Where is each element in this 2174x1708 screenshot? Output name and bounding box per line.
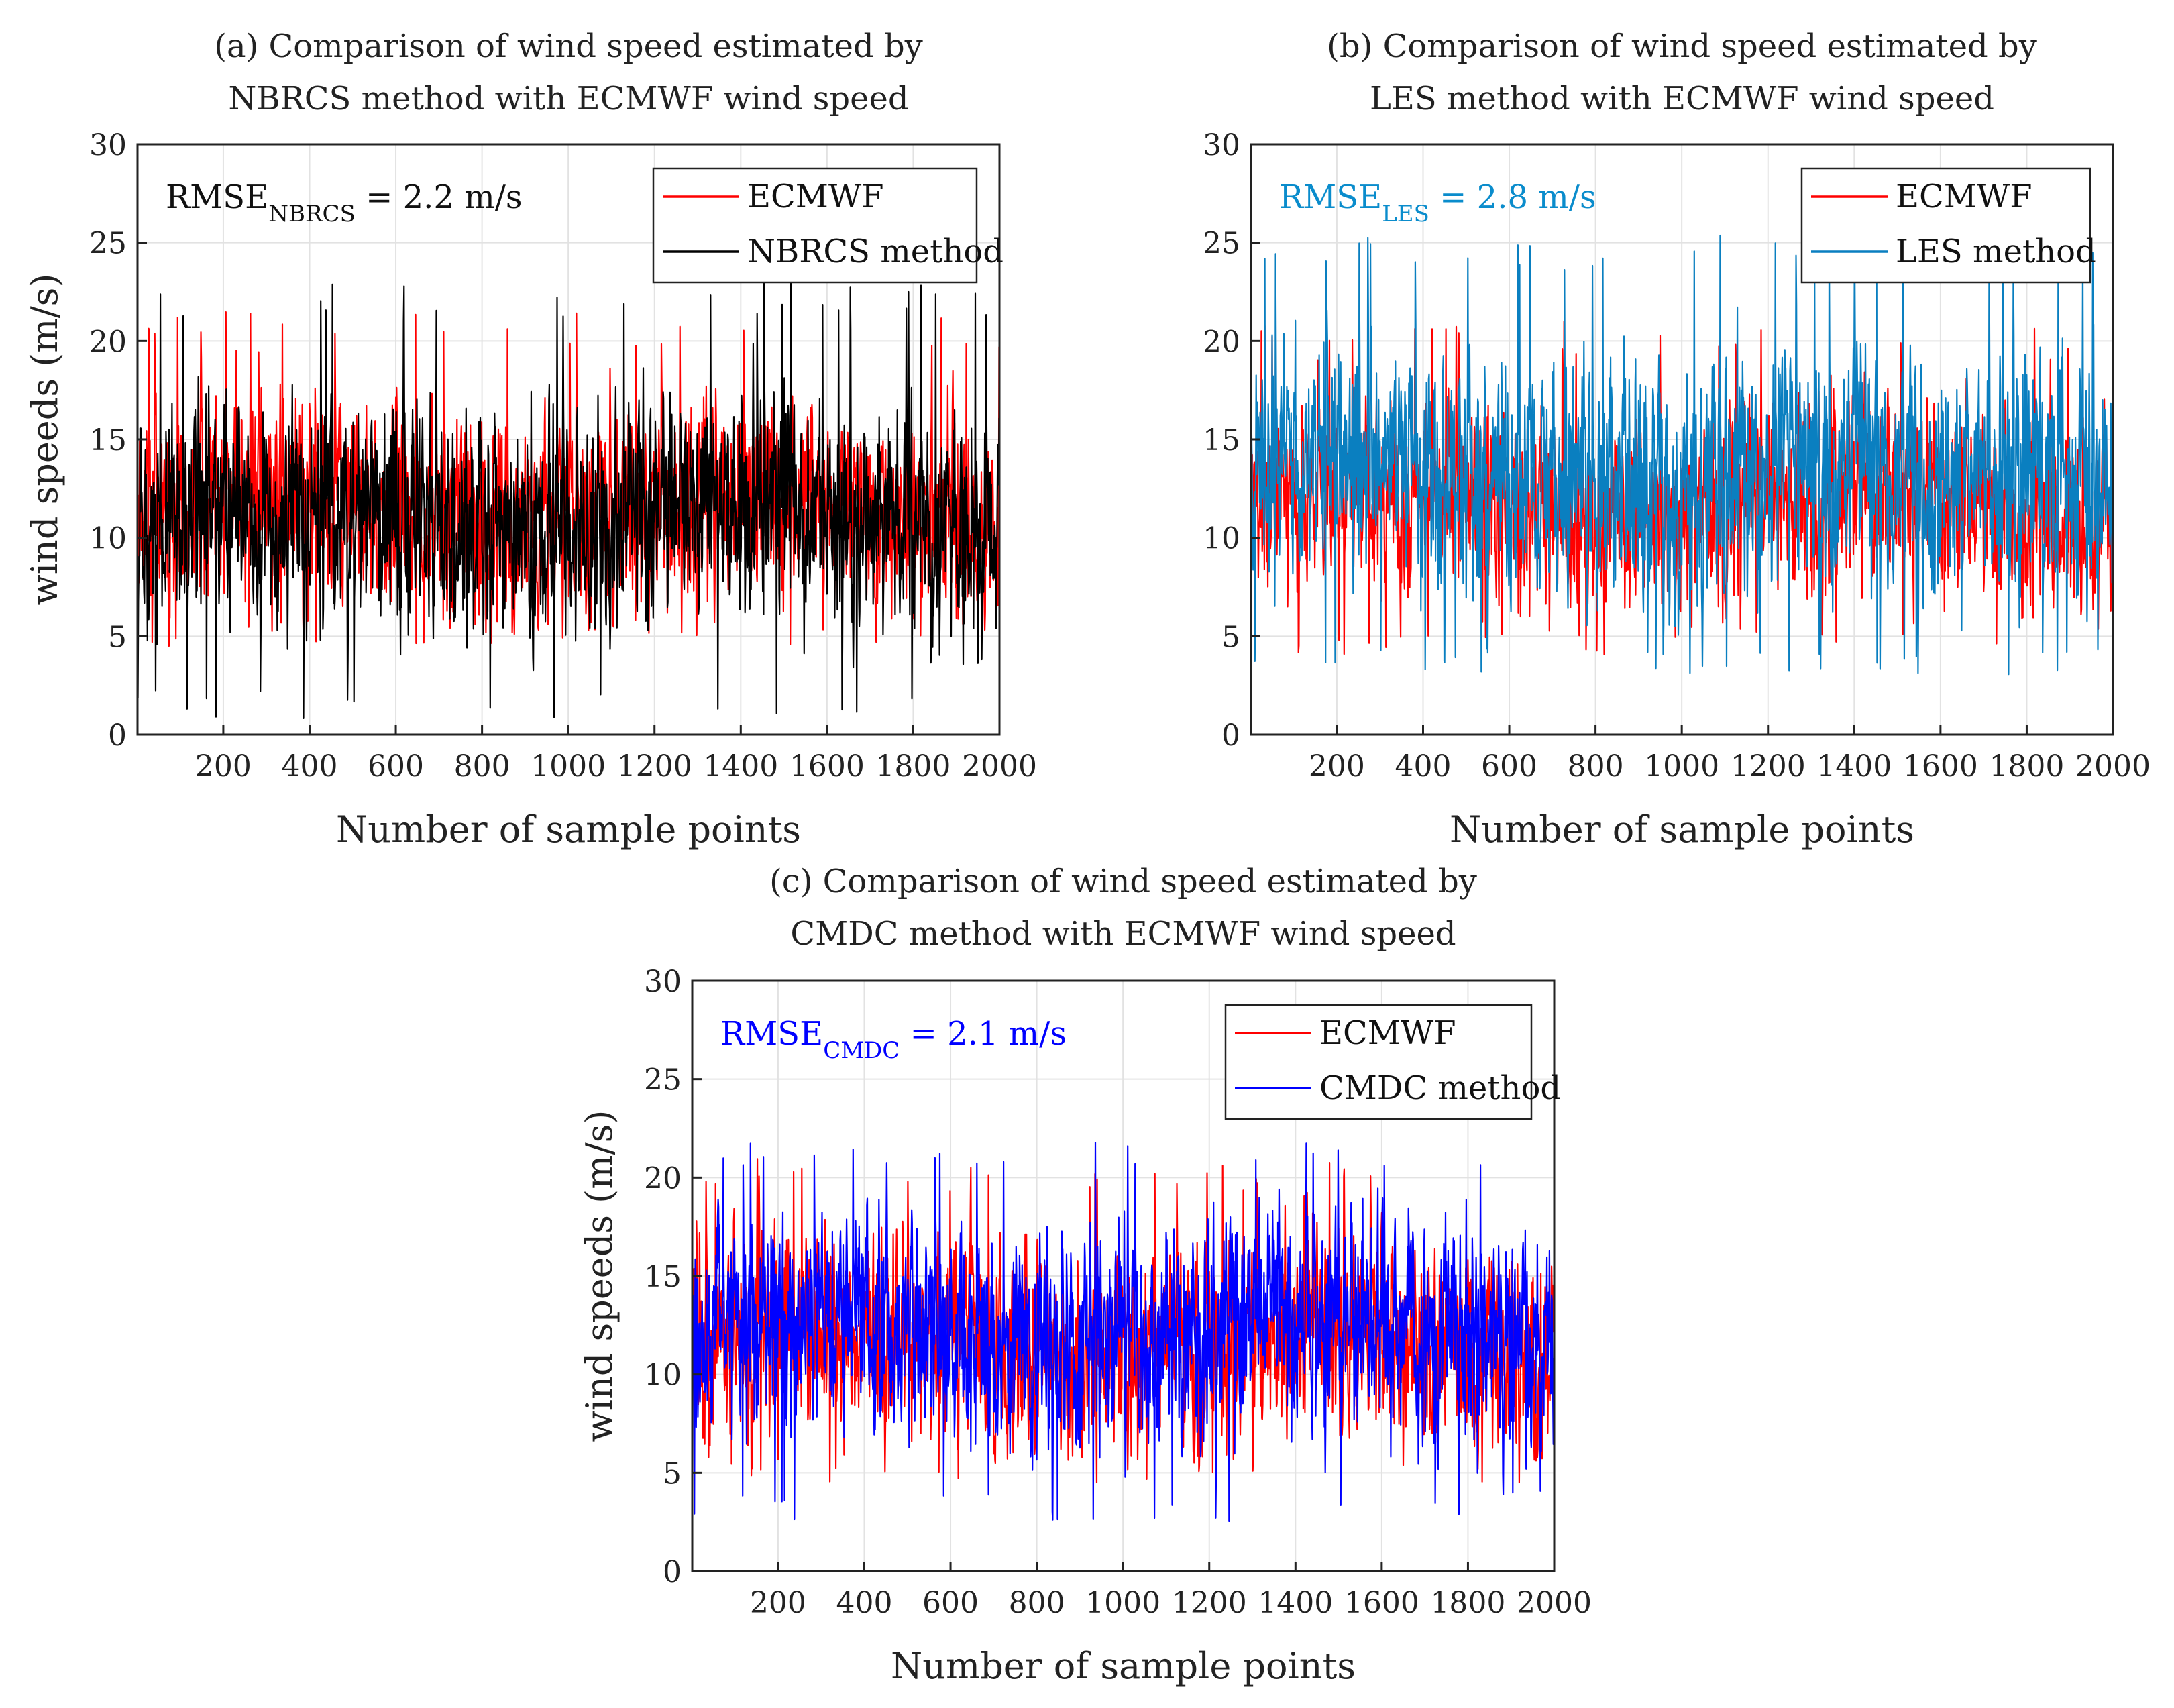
x-tick-label: 400 — [281, 749, 337, 784]
y-tick-label: 20 — [89, 325, 127, 359]
chart-title-line: (a) Comparison of wind speed estimated b… — [214, 28, 923, 65]
chart-title-line: (c) Comparison of wind speed estimated b… — [769, 863, 1477, 900]
x-tick-label: 800 — [454, 749, 510, 784]
y-tick-label: 5 — [663, 1456, 682, 1491]
series-line-nbrcs-method — [138, 282, 999, 719]
x-tick-label: 600 — [1481, 749, 1537, 784]
legend-entry: ECMWF — [1896, 178, 2032, 215]
series-line-cmdc-method — [692, 1142, 1554, 1522]
x-tick-label: 1800 — [1430, 1586, 1505, 1620]
y-tick-label: 10 — [89, 522, 127, 556]
y-tick-label: 25 — [1203, 227, 1240, 261]
x-axis-label: Number of sample points — [336, 808, 801, 851]
y-tick-label: 30 — [1203, 128, 1240, 162]
legend-entry: ECMWF — [747, 178, 884, 215]
y-tick-label: 20 — [644, 1161, 682, 1195]
chart-title-line: (b) Comparison of wind speed estimated b… — [1327, 28, 2037, 65]
y-tick-label: 15 — [1203, 423, 1240, 458]
x-tick-label: 1400 — [1258, 1586, 1333, 1620]
legend-entry: LES method — [1896, 233, 2096, 270]
rmse-annotation: RMSELES = 2.8 m/s — [1279, 178, 1596, 227]
x-tick-label: 1000 — [1644, 749, 1719, 784]
chart-c: (c) Comparison of wind speed estimated b… — [578, 863, 1592, 1687]
x-tick-label: 1200 — [617, 749, 692, 784]
x-tick-label: 800 — [1568, 749, 1624, 784]
legend-entry: ECMWF — [1319, 1014, 1456, 1052]
x-tick-label: 400 — [836, 1586, 892, 1620]
x-tick-label: 1800 — [1989, 749, 2064, 784]
series-line-les-method — [1251, 234, 2113, 676]
legend-box — [1224, 1004, 1533, 1120]
y-tick-label: 5 — [1221, 620, 1240, 654]
y-tick-label: 20 — [1203, 325, 1240, 359]
legend-box — [652, 167, 978, 284]
x-axis-label: Number of sample points — [891, 1645, 1356, 1687]
x-tick-label: 200 — [1309, 749, 1365, 784]
y-tick-label: 0 — [1221, 718, 1240, 753]
y-tick-label: 0 — [663, 1555, 682, 1589]
chart-a: (a) Comparison of wind speed estimated b… — [23, 28, 1037, 851]
x-tick-label: 1200 — [1172, 1586, 1247, 1620]
x-tick-label: 200 — [195, 749, 252, 784]
x-tick-label: 1600 — [1344, 1586, 1419, 1620]
chart-title-line: LES method with ECMWF wind speed — [1370, 80, 1994, 117]
x-tick-label: 1600 — [790, 749, 865, 784]
x-tick-label: 600 — [922, 1586, 979, 1620]
x-tick-label: 1800 — [875, 749, 950, 784]
x-tick-label: 1000 — [1085, 1586, 1160, 1620]
legend-entry: CMDC method — [1319, 1069, 1561, 1107]
legend: ECMWF LES method — [1800, 167, 2096, 284]
y-tick-label: 30 — [89, 128, 127, 162]
y-tick-label: 25 — [89, 227, 127, 261]
chart-title-line: CMDC method with ECMWF wind speed — [790, 915, 1456, 953]
chart-title-line: NBRCS method with ECMWF wind speed — [228, 80, 908, 117]
y-tick-label: 15 — [89, 423, 127, 458]
x-tick-label: 1200 — [1731, 749, 1806, 784]
legend-box — [1800, 167, 2091, 284]
rmse-annotation: RMSENBRCS = 2.2 m/s — [166, 178, 523, 227]
legend: ECMWF NBRCS method — [652, 167, 1003, 284]
x-tick-label: 2000 — [1517, 1586, 1592, 1620]
rmse-annotation: RMSECMDC = 2.1 m/s — [720, 1015, 1067, 1064]
y-tick-label: 10 — [1203, 522, 1240, 556]
y-tick-label: 10 — [644, 1358, 682, 1393]
y-axis-label: wind speeds (m/s) — [578, 1110, 620, 1442]
x-tick-label: 2000 — [962, 749, 1037, 784]
x-tick-label: 800 — [1009, 1586, 1065, 1620]
x-tick-label: 600 — [368, 749, 424, 784]
x-tick-label: 1400 — [1816, 749, 1892, 784]
x-tick-label: 200 — [750, 1586, 806, 1620]
y-tick-label: 15 — [644, 1260, 682, 1294]
x-axis-label: Number of sample points — [1450, 808, 1914, 851]
y-tick-label: 5 — [108, 620, 127, 654]
y-axis-label: wind speeds (m/s) — [23, 274, 66, 606]
chart-b: (b) Comparison of wind speed estimated b… — [1203, 28, 2151, 851]
y-tick-label: 30 — [644, 965, 682, 999]
x-tick-label: 2000 — [2075, 749, 2151, 784]
legend-entry: NBRCS method — [747, 233, 1003, 270]
y-tick-label: 0 — [108, 718, 127, 753]
legend: ECMWF CMDC method — [1224, 1004, 1561, 1120]
y-tick-label: 25 — [644, 1063, 682, 1098]
x-tick-label: 1400 — [703, 749, 778, 784]
x-tick-label: 1000 — [531, 749, 606, 784]
x-tick-label: 400 — [1395, 749, 1451, 784]
x-tick-label: 1600 — [1903, 749, 1978, 784]
